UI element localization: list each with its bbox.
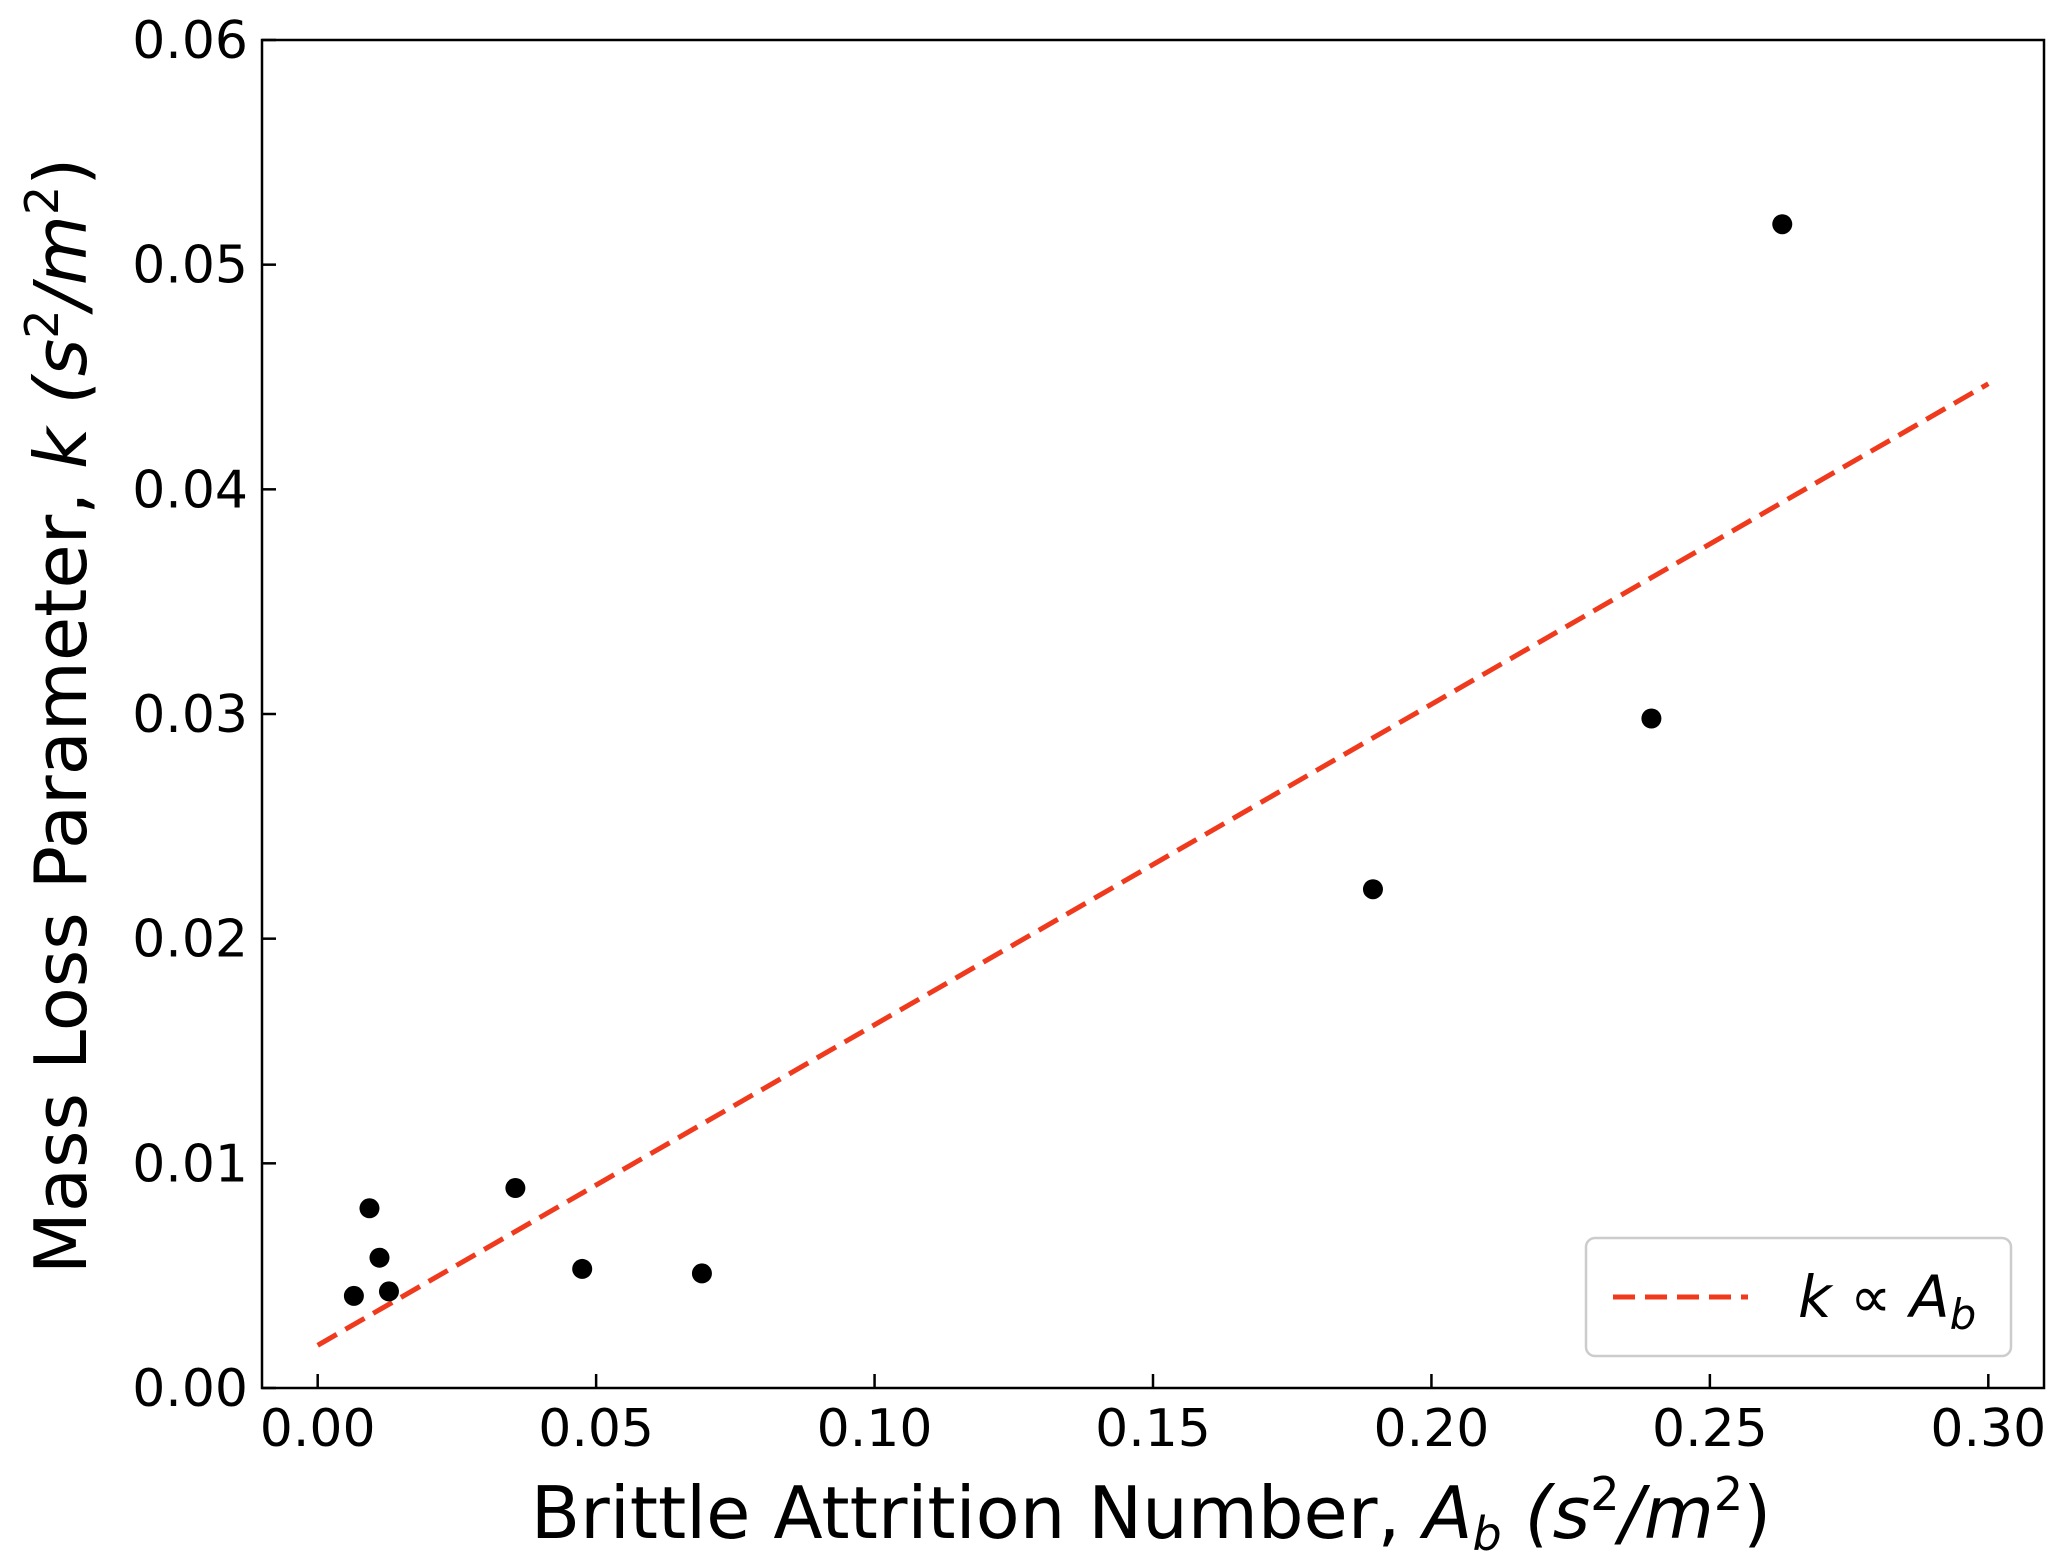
- legend-label: k ∝ Ab: [1798, 1263, 1976, 1339]
- data-point: [343, 1285, 364, 1306]
- x-tick-label: 0.05: [538, 1399, 654, 1459]
- data-point: [572, 1258, 593, 1279]
- legend-box: [1584, 1236, 2013, 1358]
- y-tick-label: 0.02: [132, 910, 248, 970]
- y-tick-label: 0.05: [132, 236, 248, 296]
- y-tick-label: 0.00: [132, 1359, 248, 1419]
- y-tick-label: 0.06: [132, 11, 248, 71]
- y-tick-label: 0.01: [132, 1134, 248, 1194]
- data-point: [505, 1178, 526, 1199]
- y-axis-title: Mass Loss Parameter, k (s2/m2): [15, 158, 103, 1275]
- x-tick-label: 0.25: [1652, 1399, 1768, 1459]
- plot-area: [260, 38, 2046, 1390]
- data-point: [378, 1281, 399, 1302]
- data-point: [1772, 214, 1793, 235]
- x-axis-title: Brittle Attrition Number, Ab (s2/m2): [531, 1467, 1772, 1561]
- series-layer: [316, 214, 1990, 1348]
- x-tick-label: 0.10: [817, 1399, 933, 1459]
- y-tick-label: 0.03: [132, 685, 248, 745]
- x-tick-label: 0.20: [1374, 1399, 1490, 1459]
- y-axis: 0.00 0.01 0.02 0.03 0.04 0.05 0.06: [132, 11, 276, 1419]
- x-tick-label: 0.00: [260, 1399, 376, 1459]
- legend: k ∝ Ab: [1584, 1236, 2013, 1358]
- x-axis: 0.00 0.05 0.10 0.15 0.20 0.25 0.30: [260, 1374, 2046, 1459]
- fit-line: [316, 381, 1990, 1348]
- y-tick-label: 0.04: [132, 460, 248, 520]
- x-tick-label: 0.30: [1930, 1399, 2046, 1459]
- data-point: [369, 1247, 390, 1268]
- x-tick-label: 0.15: [1095, 1399, 1211, 1459]
- data-point: [1641, 708, 1662, 729]
- plot-border: [260, 38, 2046, 1390]
- data-point: [1362, 879, 1383, 900]
- data-point: [359, 1198, 380, 1219]
- data-point: [691, 1263, 712, 1284]
